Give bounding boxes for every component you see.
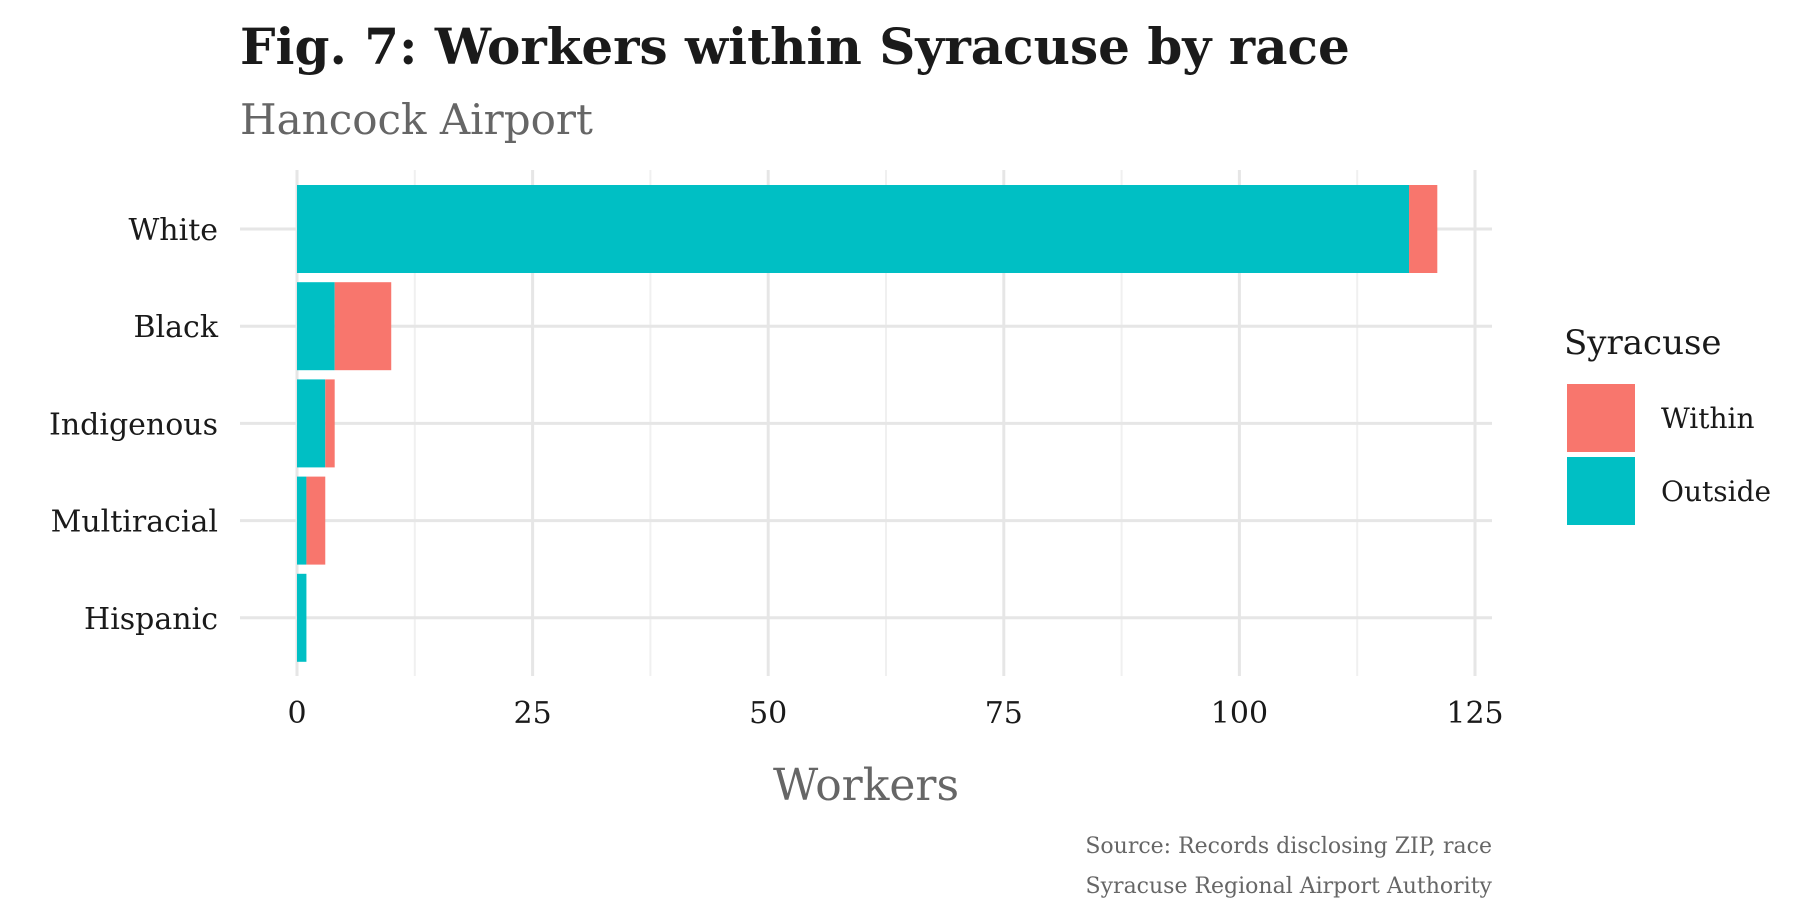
category-label-hispanic: Hispanic xyxy=(84,602,218,637)
category-labels: White Black Indigenous Multiracial Hispanic xyxy=(49,213,219,637)
legend-title: Syracuse xyxy=(1564,323,1722,363)
chart-title: Fig. 7: Workers within Syracuse by race xyxy=(240,17,1350,76)
bar-multiracial-outside xyxy=(297,476,307,565)
legend-label-within: Within xyxy=(1661,402,1755,435)
bar-white-outside xyxy=(297,185,1410,273)
bar-multiracial-within xyxy=(306,476,326,565)
bar-black-within xyxy=(334,282,392,371)
x-tick-label: 100 xyxy=(1211,696,1268,731)
legend-label-outside: Outside xyxy=(1661,475,1771,508)
legend-swatch-outside xyxy=(1567,457,1635,525)
x-tick-label: 50 xyxy=(749,696,787,731)
bar-indigenous-within xyxy=(325,379,335,468)
x-axis-title: Workers xyxy=(773,760,959,811)
bar-white-within xyxy=(1409,185,1438,273)
bar-black-outside xyxy=(297,282,335,371)
x-tick-label: 25 xyxy=(514,696,552,731)
bar-hispanic-outside xyxy=(297,573,307,662)
chart-subtitle: Hancock Airport xyxy=(240,95,593,144)
x-tick-labels: 0 25 50 75 100 125 xyxy=(287,696,1503,731)
category-label-indigenous: Indigenous xyxy=(49,407,218,442)
x-tick-label: 125 xyxy=(1446,696,1503,731)
x-tick-label: 0 xyxy=(287,696,306,731)
category-label-white: White xyxy=(128,213,218,248)
bar-indigenous-outside xyxy=(297,379,326,468)
legend-swatch-within xyxy=(1567,384,1635,452)
bars xyxy=(297,185,1438,662)
legend: Syracuse Within Outside xyxy=(1564,323,1771,525)
x-tick-label: 75 xyxy=(985,696,1023,731)
category-label-black: Black xyxy=(133,310,218,345)
caption-source: Source: Records disclosing ZIP, race xyxy=(1085,834,1492,859)
category-label-multiracial: Multiracial xyxy=(51,505,218,540)
caption-agency: Syracuse Regional Airport Authority xyxy=(1086,874,1493,899)
